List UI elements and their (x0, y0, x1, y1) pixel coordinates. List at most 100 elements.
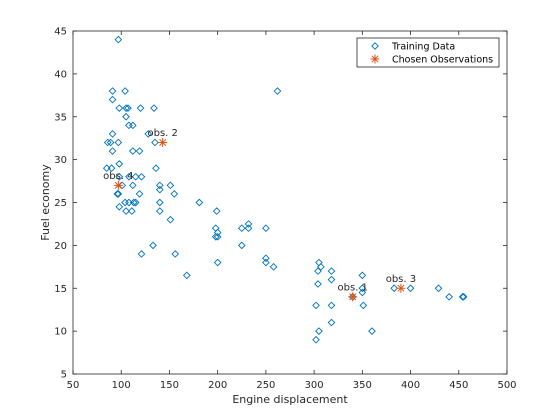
chosen-observations-series (113, 137, 406, 302)
training-data-point (128, 121, 137, 130)
training-data-point (127, 207, 136, 215)
training-data-point (108, 130, 117, 138)
training-data-point (262, 254, 270, 263)
training-data-point (166, 181, 175, 190)
y-tick-label: 5 (61, 370, 67, 381)
training-data-point (108, 87, 117, 95)
training-data-point (445, 292, 453, 301)
training-data-point (121, 87, 129, 95)
training-data-point (122, 112, 130, 121)
y-tick-label: 40 (54, 69, 67, 80)
x-tick-label: 100 (112, 380, 131, 391)
training-data-point (125, 121, 133, 130)
training-data-point (135, 147, 144, 155)
training-data-point (390, 284, 398, 293)
training-data-point (128, 181, 137, 190)
observation-label: obs. 3 (386, 274, 416, 285)
training-data-point (125, 172, 133, 181)
y-tick-label: 35 (54, 112, 67, 123)
training-data-point (170, 190, 179, 198)
training-data-point (237, 224, 246, 233)
axis-ticks: 50 100 150 200 250 300 350 400 450 500 5 10 15 20 25 30… (54, 27, 516, 392)
training-data-point (135, 190, 144, 198)
training-data-point (314, 267, 322, 275)
observation-annotations: obs. 1 obs. 2 obs. 3 obs. 4 (103, 128, 416, 293)
training-data-point (114, 35, 123, 44)
training-data-point (108, 147, 117, 155)
training-data-point (269, 262, 278, 271)
training-data-point (115, 172, 124, 181)
legend-box (356, 37, 500, 68)
training-data-point (114, 138, 123, 147)
training-data-point (137, 172, 146, 181)
legend-label-chosen: Chosen Observations (392, 55, 493, 66)
training-data-point (213, 258, 222, 267)
training-data-point (144, 130, 153, 138)
legend-marker-training (371, 42, 379, 50)
observation-label: obs. 2 (147, 128, 177, 139)
training-data-point (211, 232, 220, 241)
training-data-point (244, 224, 253, 233)
x-axis-label: Engine displacement (232, 393, 348, 406)
training-data-point (155, 198, 164, 207)
training-data-point (459, 292, 468, 301)
training-data-point (315, 258, 323, 267)
training-data-point (115, 160, 124, 168)
training-data-point (121, 198, 129, 207)
training-data-point (115, 104, 124, 113)
observation-label: obs. 4 (103, 171, 133, 182)
training-data-point (150, 104, 158, 113)
legend-label-training: Training Data (391, 42, 455, 53)
y-tick-label: 15 (54, 284, 67, 295)
training-data-point (171, 250, 180, 258)
training-data-point (106, 138, 115, 147)
training-data-series (102, 35, 468, 344)
training-data-point (103, 138, 112, 147)
legend: Training Data Chosen Observations (356, 37, 500, 68)
training-data-point (152, 164, 160, 173)
training-data-point (108, 95, 117, 104)
y-tick-label: 25 (54, 198, 67, 209)
x-tick-label: 200 (208, 380, 227, 391)
training-data-point (102, 164, 111, 173)
training-data-point (359, 301, 368, 310)
chosen-observation-point (396, 283, 406, 293)
training-data-point (131, 172, 140, 181)
training-data-point (312, 335, 320, 344)
training-data-point (136, 104, 145, 113)
training-data-point (327, 267, 336, 275)
training-data-point (113, 190, 122, 198)
training-data-point (131, 198, 140, 207)
legend-diamond-icon (371, 42, 379, 50)
y-tick-label: 45 (54, 27, 67, 38)
x-tick-label: 350 (353, 380, 372, 391)
training-data-point (114, 190, 123, 198)
training-data-point (262, 224, 270, 233)
training-data-point (213, 232, 222, 241)
training-data-point (195, 198, 204, 207)
legend-asterisk-icon (370, 54, 380, 64)
training-data-point (155, 181, 164, 190)
training-data-point (262, 258, 270, 267)
x-tick-label: 250 (256, 380, 275, 391)
training-data-point (358, 288, 367, 297)
y-tick-label: 10 (54, 327, 67, 338)
chosen-observation-point (348, 292, 358, 302)
observation-label: obs. 1 (337, 282, 367, 293)
training-data-point (212, 207, 221, 215)
training-data-point (358, 271, 367, 280)
training-data-point (155, 185, 164, 194)
training-data-point (273, 87, 282, 95)
training-data-point (434, 284, 443, 293)
training-data-point (149, 241, 157, 250)
x-tick-label: 500 (497, 380, 516, 391)
training-data-point (327, 275, 336, 284)
x-tick-label: 50 (67, 380, 80, 391)
axes-box (72, 30, 508, 375)
y-tick-label: 20 (54, 241, 67, 252)
training-data-point (213, 228, 222, 237)
training-data-point (368, 327, 376, 335)
chosen-observation-point (113, 180, 123, 190)
training-data-point (115, 202, 124, 211)
